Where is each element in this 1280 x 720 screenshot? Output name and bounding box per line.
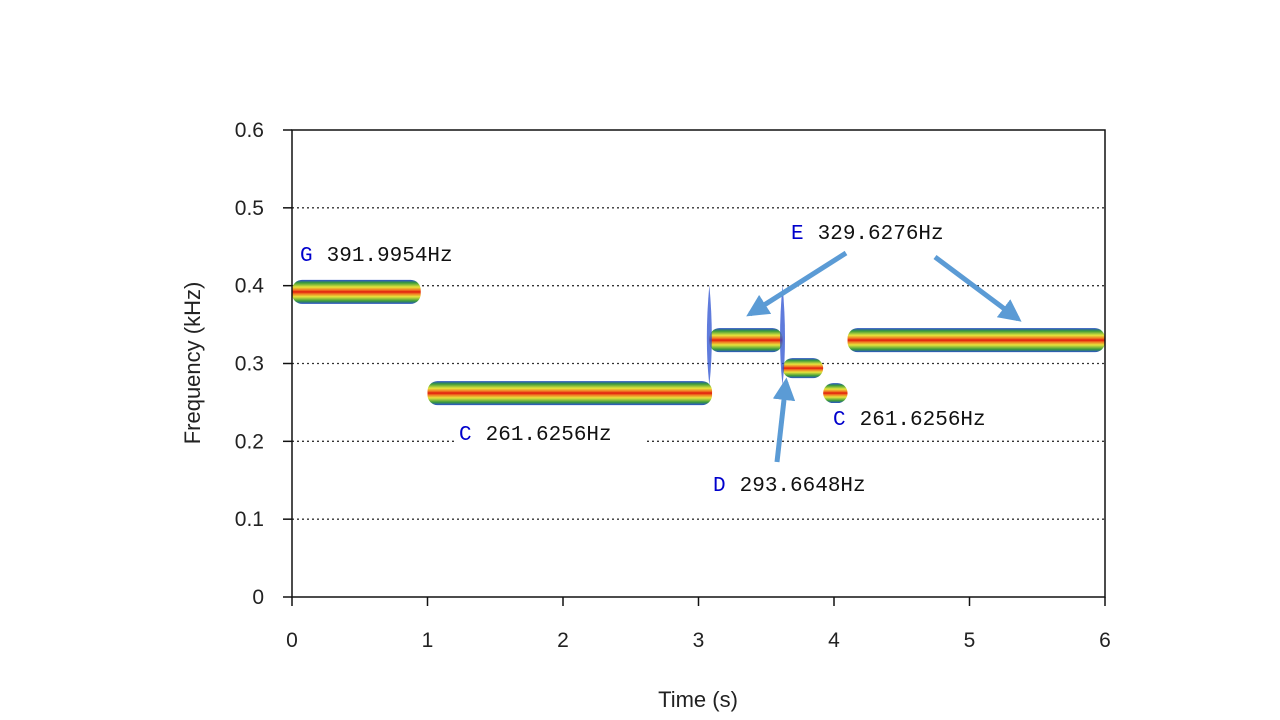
annotation-g: G 391.9954Hz <box>300 245 453 268</box>
axis-ticks: 0 0.1 0.2 0.3 0.4 0.5 0.6 0 1 2 3 4 5 6 <box>235 119 1111 652</box>
x-tick-label: 3 <box>693 629 705 652</box>
arrow-e-left <box>746 250 848 317</box>
y-tick-label: 0.5 <box>235 197 264 220</box>
x-tick-label: 6 <box>1099 629 1111 652</box>
annotation-e: E 329.6276Hz <box>791 223 944 246</box>
onset-flare <box>706 285 712 386</box>
grid-lines <box>292 207 1105 520</box>
x-axis-label: Time (s) <box>658 687 738 712</box>
y-tick-label: 0 <box>252 586 264 609</box>
band-e <box>709 328 783 353</box>
band-g <box>292 279 421 304</box>
onset-flare <box>780 285 786 386</box>
annotation-d: D 293.6648Hz <box>713 475 866 498</box>
x-tick-label: 5 <box>964 629 976 652</box>
note-annotations: G 391.9954Hz C 261.6256Hz E 329.6276Hz D 293… <box>300 223 1018 498</box>
x-tick-label: 0 <box>286 629 298 652</box>
arrow-e-right <box>933 254 1022 322</box>
y-tick-label: 0.6 <box>235 119 264 142</box>
band-e <box>847 328 1105 353</box>
band-d <box>782 358 824 379</box>
y-tick-label: 0.1 <box>235 508 264 531</box>
y-tick-label: 0.3 <box>235 353 264 376</box>
y-tick-label: 0.4 <box>235 275 265 298</box>
spectrogram-bands <box>292 279 1105 406</box>
y-tick-label: 0.2 <box>235 430 264 453</box>
annotation-c-second: C 261.6256Hz <box>833 409 986 432</box>
label-bg-c2 <box>828 403 1018 433</box>
x-tick-label: 1 <box>422 629 434 652</box>
arrow-d <box>772 377 796 463</box>
band-c <box>823 383 848 404</box>
label-bg-c1 <box>455 419 645 449</box>
annotation-c-first: C 261.6256Hz <box>459 424 612 447</box>
x-tick-label: 4 <box>828 629 840 652</box>
band-c <box>427 381 713 406</box>
y-axis-label: Frequency (kHz) <box>180 282 205 445</box>
annotation-arrows <box>746 250 1022 463</box>
x-tick-label: 2 <box>557 629 569 652</box>
